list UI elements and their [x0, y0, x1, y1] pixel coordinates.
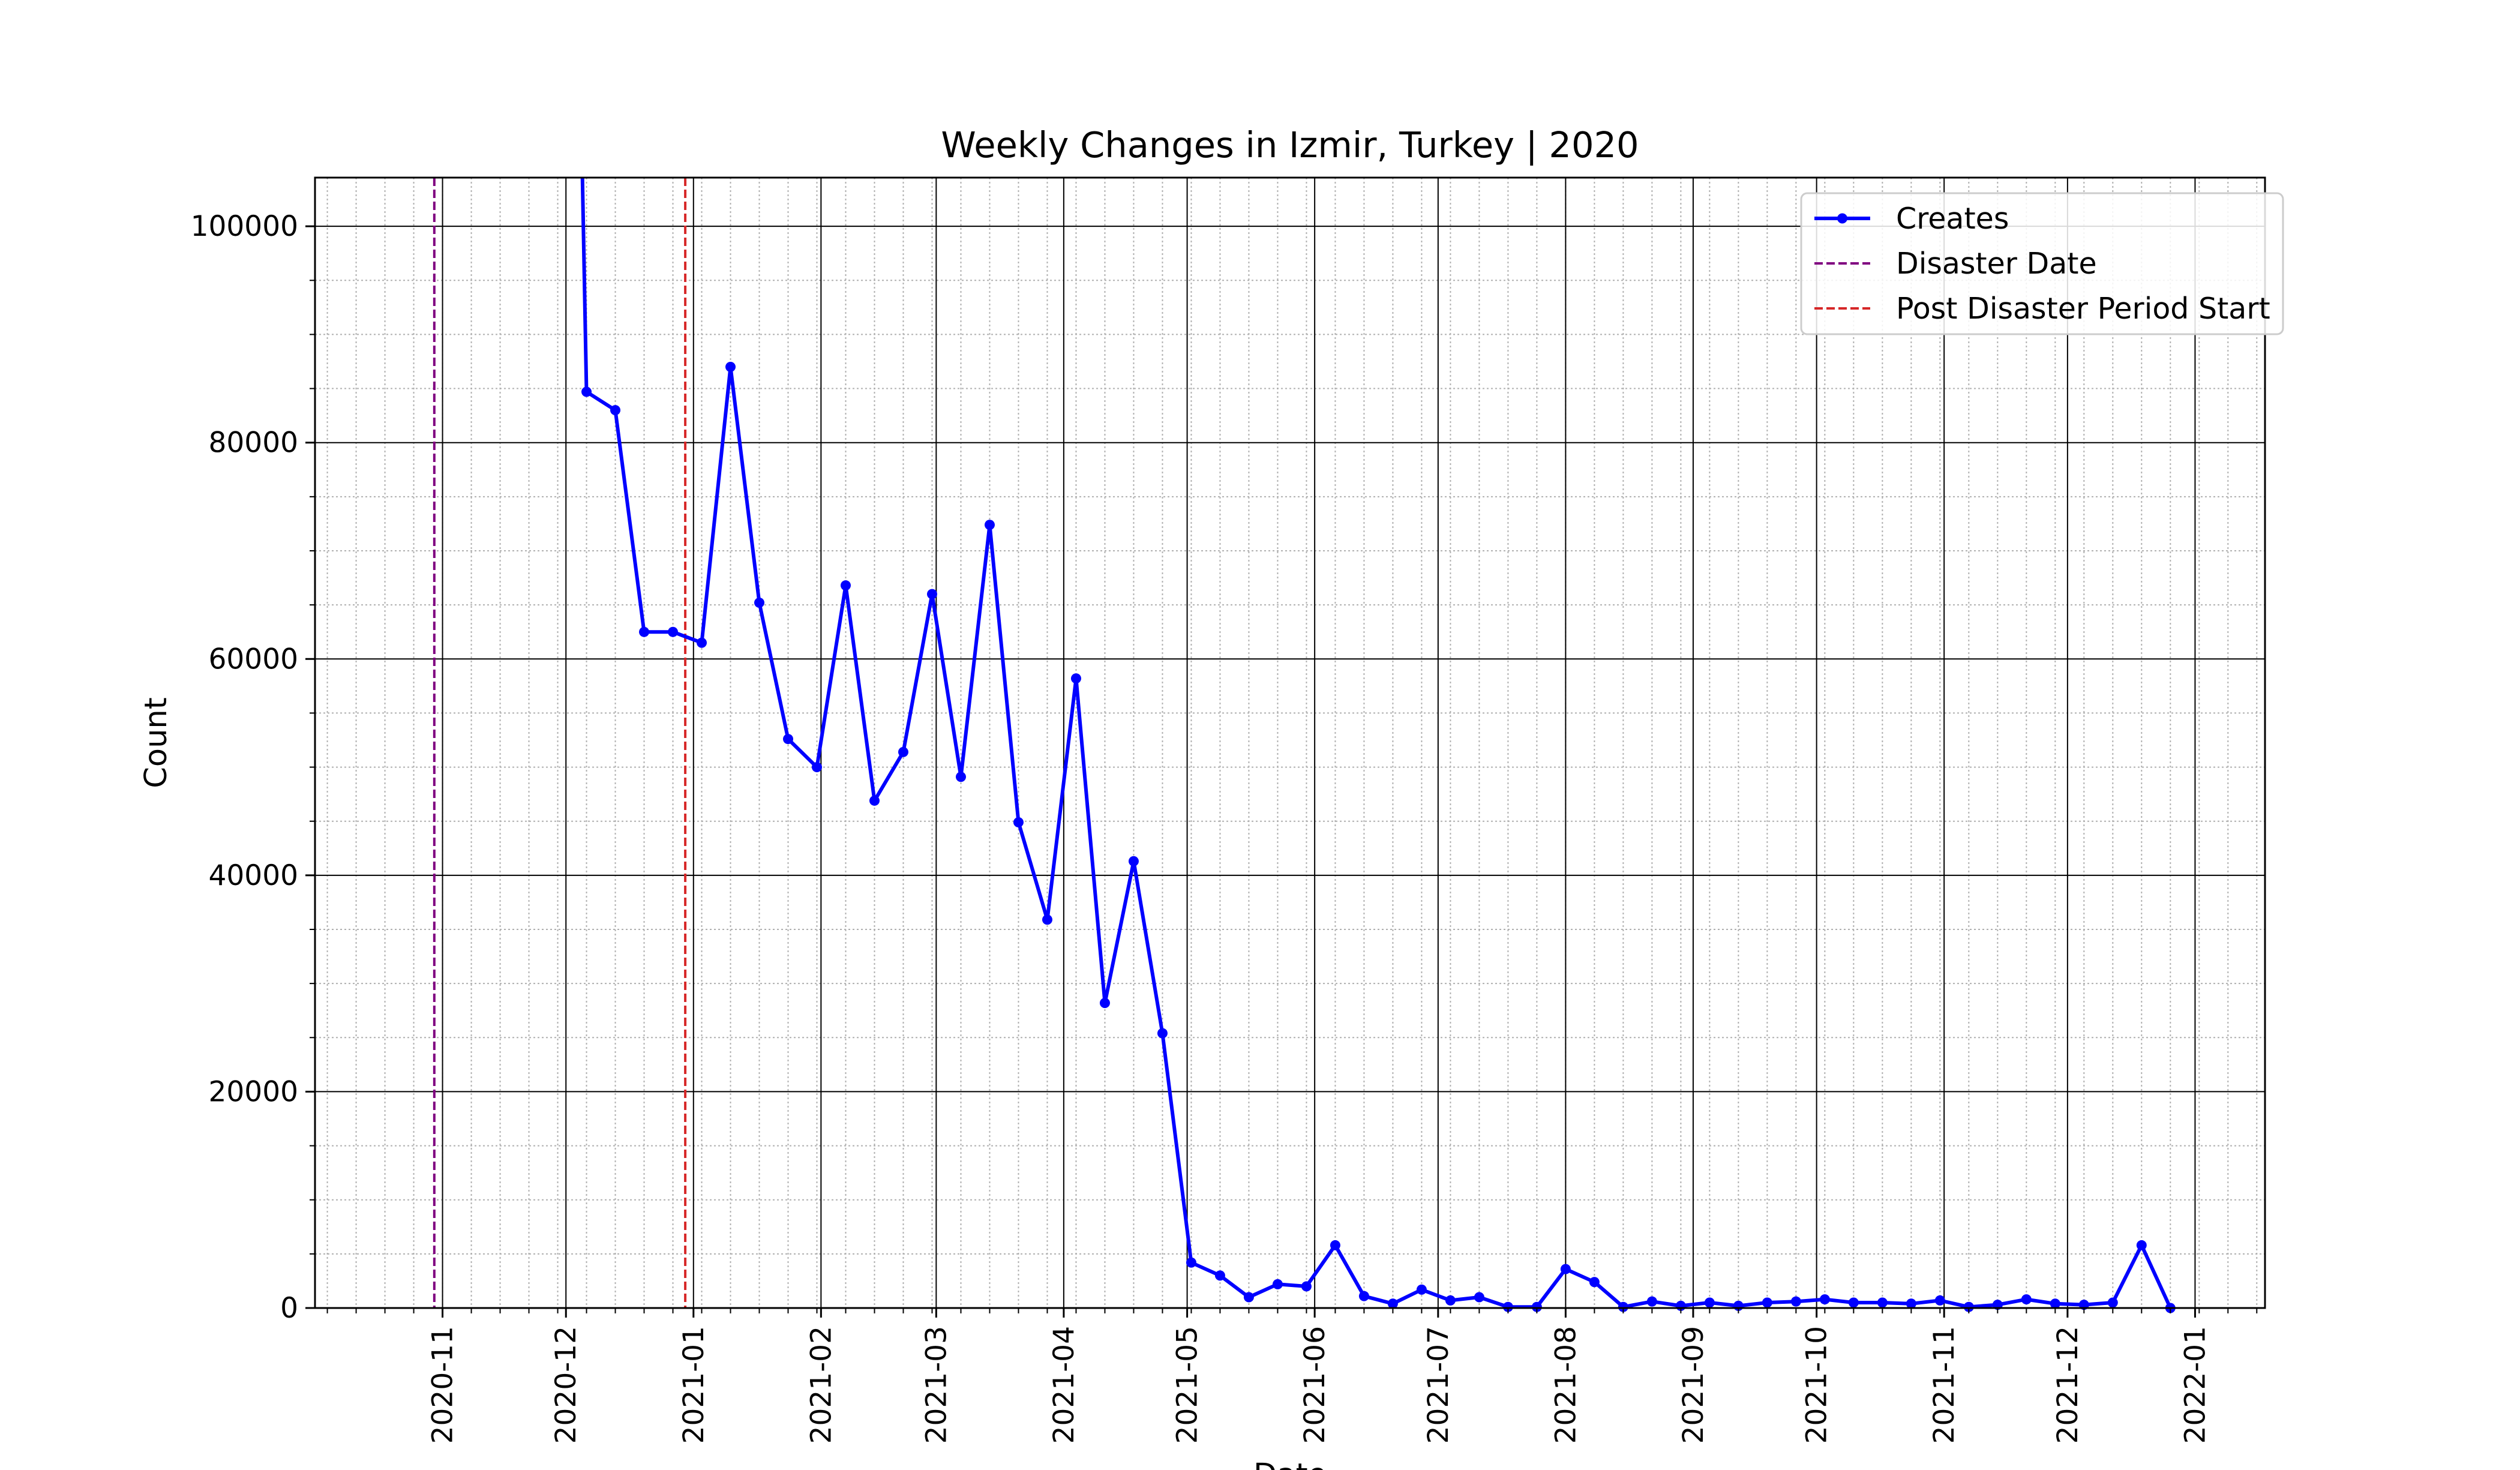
data-point: [1618, 1301, 1628, 1312]
data-point: [1214, 1270, 1225, 1281]
data-point: [1013, 817, 1024, 828]
x-tick-label: 2021-03: [920, 1326, 953, 1444]
reference-lines: [433, 178, 687, 1308]
data-point: [1704, 1297, 1715, 1308]
data-point: [1560, 1264, 1571, 1274]
y-tick-label: 60000: [208, 643, 298, 676]
y-axis-label: Count: [139, 697, 174, 788]
data-point: [1128, 856, 1139, 866]
data-point: [1070, 673, 1081, 684]
data-point: [1330, 1240, 1340, 1250]
x-tick-label: 2021-04: [1048, 1326, 1081, 1444]
data-point: [1906, 1298, 1916, 1309]
data-point: [1474, 1292, 1484, 1303]
x-tick-label: 2021-02: [805, 1326, 838, 1444]
data-point: [1272, 1279, 1283, 1289]
x-tick-label: 2021-09: [1677, 1326, 1710, 1444]
data-point: [1445, 1295, 1456, 1306]
data-point: [1358, 1291, 1369, 1301]
data-point: [811, 762, 822, 773]
data-point: [840, 580, 851, 591]
data-point: [581, 386, 592, 397]
data-point: [1186, 1257, 1196, 1268]
data-point: [898, 746, 908, 757]
data-point: [1646, 1296, 1657, 1307]
data-point: [2050, 1298, 2060, 1309]
x-tick-label: 2022-01: [2179, 1326, 2212, 1444]
chart-title: Weekly Changes in Izmir, Turkey | 2020: [941, 124, 1639, 166]
data-point: [869, 795, 880, 806]
data-point: [1301, 1281, 1312, 1292]
x-tick-label: 2020-12: [550, 1326, 583, 1444]
data-point: [1387, 1298, 1398, 1309]
data-point: [1848, 1297, 1859, 1308]
data-point: [2021, 1294, 2032, 1305]
data-point: [754, 598, 765, 608]
legend: Creates Disaster Date Post Disaster Period…: [1800, 192, 2284, 335]
data-point: [610, 405, 621, 416]
x-axis-label: Date: [1253, 1457, 1327, 1470]
legend-box: [1800, 192, 2284, 335]
data-point: [1790, 1296, 1801, 1307]
x-tick-label: 2021-05: [1171, 1326, 1204, 1444]
legend-label: Creates: [1896, 202, 2009, 236]
legend-label: Disaster Date: [1896, 247, 2097, 281]
legend-label: Post Disaster Period Start: [1896, 292, 2270, 326]
data-point: [1243, 1292, 1254, 1303]
data-point: [725, 362, 736, 373]
data-point: [697, 637, 707, 648]
data-point: [1963, 1301, 1974, 1312]
data-point: [783, 734, 794, 745]
data-point: [1157, 1028, 1168, 1039]
data-point: [639, 626, 650, 637]
data-point: [1934, 1295, 1945, 1306]
x-tick-label: 2021-01: [677, 1326, 710, 1444]
data-point: [984, 520, 995, 530]
y-tick-label: 0: [280, 1292, 298, 1325]
y-tick-label: 20000: [208, 1075, 298, 1108]
data-point: [1819, 1294, 1830, 1305]
legend-marker-swatch: [1837, 213, 1847, 224]
data-point: [1416, 1284, 1427, 1295]
plot-frame: [314, 176, 2266, 1309]
data-point: [955, 772, 966, 782]
x-tick-label: 2021-11: [1928, 1326, 1961, 1444]
data-point: [1042, 914, 1052, 925]
x-tick-label: 2021-08: [1549, 1326, 1582, 1444]
x-tick-label: 2021-07: [1422, 1326, 1455, 1444]
series-group: [580, 178, 2176, 1313]
y-tick-label: 80000: [208, 427, 298, 460]
data-point: [2136, 1240, 2147, 1250]
data-point: [1762, 1297, 1772, 1308]
data-point: [1589, 1277, 1600, 1288]
y-tick-label: 100000: [191, 210, 298, 243]
data-point: [1877, 1297, 1888, 1308]
data-point: [1502, 1301, 1513, 1312]
x-tick-label: 2021-10: [1801, 1326, 1834, 1444]
x-tick-label: 2021-06: [1298, 1326, 1331, 1444]
data-point: [2107, 1297, 2118, 1308]
grid: [315, 178, 2265, 1309]
data-point: [1531, 1301, 1542, 1312]
data-point: [1099, 998, 1110, 1009]
x-tick-label: 2020-11: [427, 1326, 460, 1444]
axis-ticks: 2020-11 2020-12 2021-01 2021-02 2021-03 2021-…: [191, 210, 2258, 1444]
y-tick-label: 40000: [208, 859, 298, 892]
data-point: [926, 589, 937, 599]
x-tick-label: 2021-12: [2051, 1326, 2084, 1444]
data-point: [668, 626, 679, 637]
